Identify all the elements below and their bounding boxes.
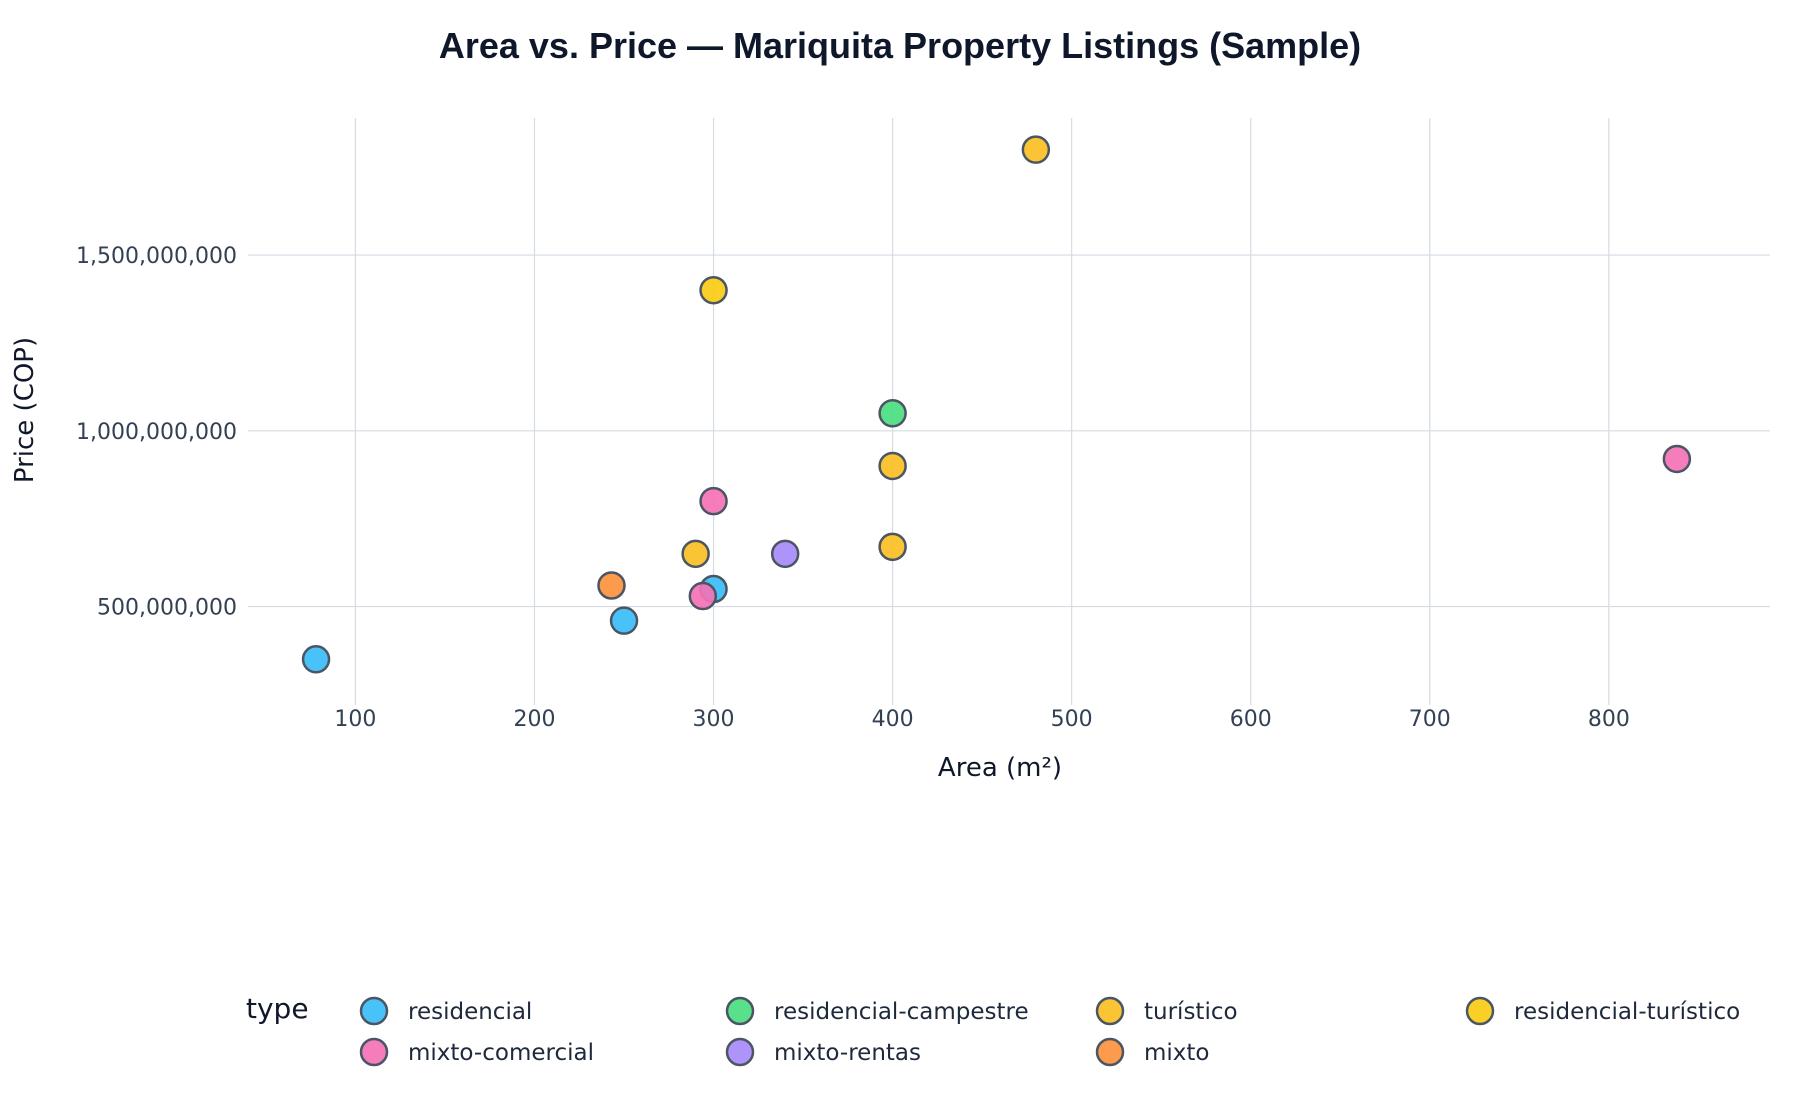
legend-label: residencial: [408, 999, 532, 1025]
x-axis-ticks: 100 200 300 400 500 600 700 800: [334, 707, 1629, 732]
legend-label: mixto-comercial: [408, 1040, 594, 1066]
legend-item-residencial[interactable]: residencial: [359, 996, 532, 1026]
data-point-turistico[interactable]: [878, 451, 907, 481]
x-tick-label: 200: [513, 707, 555, 732]
x-tick-label: 700: [1409, 707, 1451, 732]
legend-marker: [1095, 1037, 1125, 1067]
legend-marker: [1095, 996, 1125, 1026]
x-axis-title: Area (m²): [938, 753, 1062, 783]
data-point-mixto-comercial[interactable]: [688, 581, 718, 611]
data-point-turistico[interactable]: [878, 532, 907, 562]
data-point-mixto[interactable]: [597, 571, 626, 600]
legend-label: mixto-rentas: [774, 1040, 921, 1066]
legend-marker: [725, 996, 755, 1026]
x-tick-label: 800: [1588, 707, 1630, 732]
legend-title: type: [246, 992, 309, 1025]
grid-lines: [248, 118, 1770, 705]
data-point-residencial-campestre[interactable]: [878, 399, 907, 428]
x-tick-label: 300: [693, 707, 735, 732]
legend-item-turistico[interactable]: turístico: [1095, 996, 1238, 1026]
legend-item-residencial-turistico[interactable]: residencial-turístico: [1465, 996, 1740, 1026]
legend-marker: [1465, 996, 1495, 1026]
legend-label: residencial-campestre: [774, 999, 1029, 1025]
legend-marker: [725, 1037, 755, 1067]
x-tick-label: 500: [1051, 707, 1093, 732]
legend-label: mixto: [1144, 1040, 1210, 1066]
y-tick-label: 1,000,000,000: [76, 420, 237, 445]
legend-marker: [359, 1037, 389, 1067]
legend-item-mixto-rentas[interactable]: mixto-rentas: [725, 1037, 921, 1067]
y-axis-ticks: 500,000,000 1,000,000,000 1,500,000,000: [76, 244, 237, 620]
data-point-residencial[interactable]: [301, 645, 331, 674]
y-tick-label: 500,000,000: [97, 596, 237, 621]
legend-item-mixto-comercial[interactable]: mixto-comercial: [359, 1037, 594, 1067]
data-point-turistico[interactable]: [1021, 135, 1051, 164]
y-axis-title: Price (COP): [10, 337, 40, 483]
data-point-mixto-comercial[interactable]: [699, 486, 728, 516]
data-point-mixto-rentas[interactable]: [770, 539, 800, 569]
legend-marker: [359, 996, 389, 1026]
y-tick-label: 1,500,000,000: [76, 244, 237, 269]
x-tick-label: 400: [872, 707, 914, 732]
x-tick-label: 600: [1230, 707, 1272, 732]
data-point-mixto-comercial[interactable]: [1662, 444, 1692, 474]
x-tick-label: 100: [334, 707, 376, 732]
legend[interactable]: type residencial residencial-campestre tur…: [246, 992, 1740, 1067]
legend-item-residencial-campestre[interactable]: residencial-campestre: [725, 996, 1029, 1026]
chart-title: Area vs. Price — Mariquita Property List…: [439, 25, 1361, 66]
data-points: [301, 135, 1692, 674]
legend-label: residencial-turístico: [1514, 999, 1740, 1025]
data-point-residencial[interactable]: [609, 606, 639, 635]
data-point-turistico[interactable]: [681, 539, 710, 569]
legend-item-mixto[interactable]: mixto: [1095, 1037, 1210, 1067]
data-point-residencial-turistico[interactable]: [699, 275, 728, 305]
legend-label: turístico: [1144, 999, 1238, 1025]
